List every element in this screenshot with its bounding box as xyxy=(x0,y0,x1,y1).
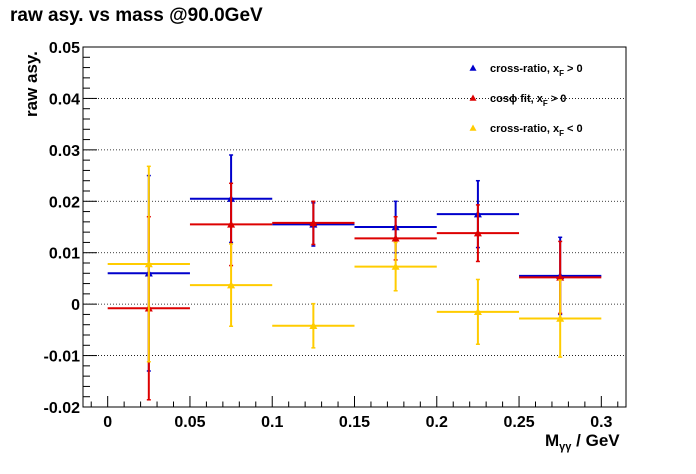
legend-label: cross-ratio, xF > 0 xyxy=(490,63,583,78)
x-axis-ticks: 0 0.05 0.1 0.15 0.2 0.25 0.3 xyxy=(90,396,619,431)
data-point xyxy=(354,241,437,292)
x-tick-label: 0.3 xyxy=(590,414,612,431)
legend-label-main: cross-ratio, x xyxy=(490,123,560,135)
x-axis-title-main: M xyxy=(545,431,559,450)
data-point xyxy=(272,302,355,349)
triangle-marker xyxy=(473,307,482,316)
y-axis-ticks: -0.02 -0.01 0 0.01 0.02 0.03 0.04 0.05 xyxy=(44,40,97,417)
triangle-marker xyxy=(556,314,565,322)
data-point xyxy=(107,165,190,363)
data-point xyxy=(436,204,520,263)
series-2 xyxy=(107,165,602,363)
triangle-marker xyxy=(227,281,236,289)
x-tick-label: 0.05 xyxy=(174,414,205,431)
triangle-marker xyxy=(391,262,400,270)
legend-entry: cross-ratio, xF > 0 xyxy=(469,63,583,78)
y-tick-label: 0.04 xyxy=(49,91,80,108)
triangle-marker xyxy=(309,321,318,329)
x-axis-title-unit: / GeV xyxy=(571,431,620,450)
triangle-marker xyxy=(556,273,565,281)
chart-title: raw asy. vs mass @90.0GeV xyxy=(10,5,263,26)
data-point xyxy=(519,279,602,358)
y-tick-label: -0.02 xyxy=(44,400,81,417)
x-tick-label: 0.25 xyxy=(503,414,534,431)
data-series xyxy=(107,154,602,401)
grid-lines xyxy=(83,98,626,356)
y-tick-label: 0 xyxy=(71,297,80,314)
y-tick-label: 0.05 xyxy=(49,40,80,57)
data-point xyxy=(189,243,273,328)
x-tick-label: 0.15 xyxy=(339,414,370,431)
data-point xyxy=(272,200,355,246)
legend-label-main: cross-ratio, x xyxy=(490,63,560,75)
x-tick-label: 0.1 xyxy=(261,414,283,431)
y-axis-title: raw asy. xyxy=(22,51,41,117)
y-tick-label: 0.02 xyxy=(49,194,80,211)
legend-label: cosϕ fit, xF > 0 xyxy=(490,93,566,108)
triangle-marker xyxy=(144,260,153,268)
series-1 xyxy=(107,182,602,401)
legend-label-cond: > 0 xyxy=(564,63,583,75)
triangle-marker xyxy=(473,229,482,237)
legend-label-sub: F xyxy=(559,69,564,78)
legend-marker xyxy=(469,124,477,131)
data-point xyxy=(436,278,520,346)
legend-label-main: cosϕ fit, x xyxy=(490,93,544,105)
triangle-marker xyxy=(309,218,318,227)
legend-entry: cosϕ fit, xF > 0 xyxy=(469,93,566,108)
legend-marker xyxy=(469,94,477,101)
legend-marker xyxy=(469,64,477,71)
x-axis-title-sub: γγ xyxy=(559,441,572,453)
triangle-marker xyxy=(227,220,236,228)
y-tick-label: 0.01 xyxy=(49,246,80,263)
x-axis-title: Mγγ / GeV xyxy=(545,431,620,453)
x-tick-label: 0 xyxy=(103,414,112,431)
legend-label-cond: < 0 xyxy=(564,123,583,135)
legend-label-cond: > 0 xyxy=(548,93,567,105)
legend-label-sub: F xyxy=(543,99,548,108)
legend-label: cross-ratio, xF < 0 xyxy=(490,123,583,138)
triangle-marker xyxy=(391,234,400,242)
x-tick-label: 0.2 xyxy=(426,414,448,431)
y-tick-label: -0.01 xyxy=(44,349,81,366)
series-0 xyxy=(107,154,602,372)
legend-entry: cross-ratio, xF < 0 xyxy=(469,123,583,138)
y-tick-label: 0.03 xyxy=(49,143,80,160)
legend-label-sub: F xyxy=(559,129,564,138)
